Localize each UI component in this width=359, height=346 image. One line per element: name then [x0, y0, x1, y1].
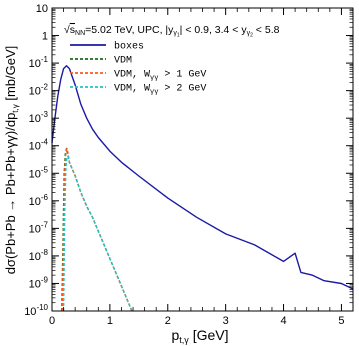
x-tick-label: 4: [280, 315, 286, 327]
y-tick-label: 10-10: [24, 303, 48, 318]
x-tick-label: 5: [338, 315, 344, 327]
y-tick-label: 10-6: [29, 193, 49, 208]
y-tick-label: 10-3: [29, 110, 49, 125]
x-tick-label: 0: [49, 315, 55, 327]
annotation: √sNN=5.02 TeV, UPC, |yγ1| < 0.9, 3.4 < y…: [64, 24, 280, 39]
y-tick-label: 1: [42, 31, 48, 43]
ticks-layer: 0 1 2 3 4 5 10 1 10-1 10-2 10-3 10-4 10-5 10-6 10-7 10-…: [24, 3, 353, 327]
y-tick-label: 10-9: [29, 275, 49, 290]
x-tick-label: 3: [223, 315, 229, 327]
y-tick-label: 10-2: [29, 83, 49, 98]
x-tick-label: 2: [165, 315, 171, 327]
y-tick-label: 10-4: [29, 138, 49, 153]
legend-label: VDM, Wγγ > 1 GeV: [114, 70, 206, 83]
y-tick-label: 10: [36, 3, 48, 15]
series-line-0: [51, 65, 354, 290]
y-tick-label: 10-5: [29, 165, 49, 180]
x-axis-label: pt,γ [GeV]: [172, 327, 229, 345]
series-layer: [51, 65, 354, 312]
series-line-3: [62, 155, 133, 312]
y-tick-label: 10-8: [29, 248, 49, 263]
legend-label: VDM: [114, 56, 132, 67]
y-tick-label: 10-7: [29, 220, 49, 235]
legend-label: VDM, Wγγ > 2 GeV: [114, 84, 206, 97]
legend-label: boxes: [114, 41, 144, 53]
y-axis-label: dσ(Pb+Pb → Pb+Pb+γγ)/dpt,γ [mb/GeV]: [3, 46, 20, 275]
x-tick-label: 1: [107, 315, 113, 327]
y-tick-label: 10-1: [29, 55, 49, 70]
